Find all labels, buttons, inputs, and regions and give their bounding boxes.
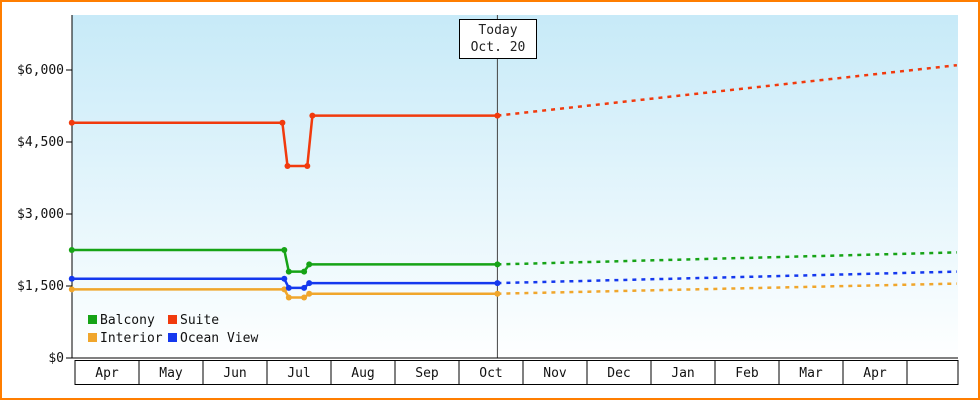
plot-background — [72, 15, 958, 358]
month-label: Mar — [799, 366, 823, 381]
data-point-interior — [494, 290, 501, 297]
legend-label-interior: Interior — [100, 331, 163, 346]
month-label: Jul — [287, 366, 310, 381]
legend-swatch-ocean-view — [168, 333, 177, 342]
y-axis-label: $1,500 — [17, 279, 64, 294]
series-history-ocean-view — [71, 277, 498, 290]
y-axis-label: $0 — [48, 351, 64, 366]
data-point-interior — [306, 290, 313, 297]
series-history-suite — [71, 114, 498, 168]
month-label: Nov — [543, 366, 567, 381]
data-point-interior — [285, 294, 292, 301]
data-point-interior — [301, 294, 308, 301]
month-label: May — [159, 366, 183, 381]
month-label: Apr — [95, 366, 119, 381]
month-cell — [202, 360, 268, 385]
month-label: Feb — [735, 366, 759, 381]
month-label: Oct — [479, 366, 502, 381]
data-point-ocean-view — [285, 284, 292, 291]
data-point-balcony — [306, 261, 313, 268]
legend-swatch-suite — [168, 315, 177, 324]
today-label-line2: Oct. 20 — [470, 40, 526, 55]
data-point-balcony — [68, 247, 75, 253]
month-cell — [586, 360, 652, 385]
month-cell — [74, 360, 140, 385]
month-label: Dec — [607, 366, 630, 381]
data-point-interior — [68, 286, 75, 293]
data-point-suite — [494, 112, 501, 119]
month-label: Sep — [415, 366, 439, 381]
series-history-interior — [71, 288, 498, 299]
data-point-ocean-view — [301, 284, 308, 291]
series-history-balcony — [71, 248, 498, 273]
data-point-ocean-view — [68, 275, 75, 282]
legend-swatch-interior — [88, 333, 97, 342]
y-axis-label: $4,500 — [17, 135, 64, 150]
y-axis-label: $3,000 — [17, 207, 64, 222]
legend-label-balcony: Balcony — [100, 313, 155, 328]
y-axis-label: $6,000 — [17, 63, 64, 78]
month-cell — [714, 360, 780, 385]
data-point-balcony — [285, 268, 292, 275]
month-cell — [458, 360, 524, 385]
month-label: Jun — [223, 366, 246, 381]
data-point-balcony — [494, 261, 501, 268]
data-point-suite — [309, 112, 316, 119]
month-cell — [330, 360, 396, 385]
data-point-suite — [279, 119, 286, 126]
data-point-ocean-view — [306, 280, 313, 287]
month-label: Apr — [863, 366, 887, 381]
legend-label-ocean-view: Ocean View — [180, 331, 258, 346]
data-point-ocean-view — [281, 275, 288, 282]
legend-swatch-balcony — [88, 315, 97, 324]
legend-label-suite: Suite — [180, 313, 219, 328]
month-label: Jan — [671, 366, 694, 381]
data-point-suite — [304, 163, 311, 169]
data-point-balcony — [301, 268, 308, 275]
data-point-balcony — [281, 247, 288, 253]
month-label: Aug — [351, 366, 374, 381]
data-point-ocean-view — [494, 280, 501, 287]
month-cell-empty — [906, 360, 959, 385]
data-point-suite — [68, 119, 75, 126]
data-point-suite — [284, 163, 291, 169]
today-label-box: Today Oct. 20 — [459, 19, 537, 59]
today-label-line1: Today — [478, 23, 518, 38]
month-cell — [842, 360, 908, 385]
